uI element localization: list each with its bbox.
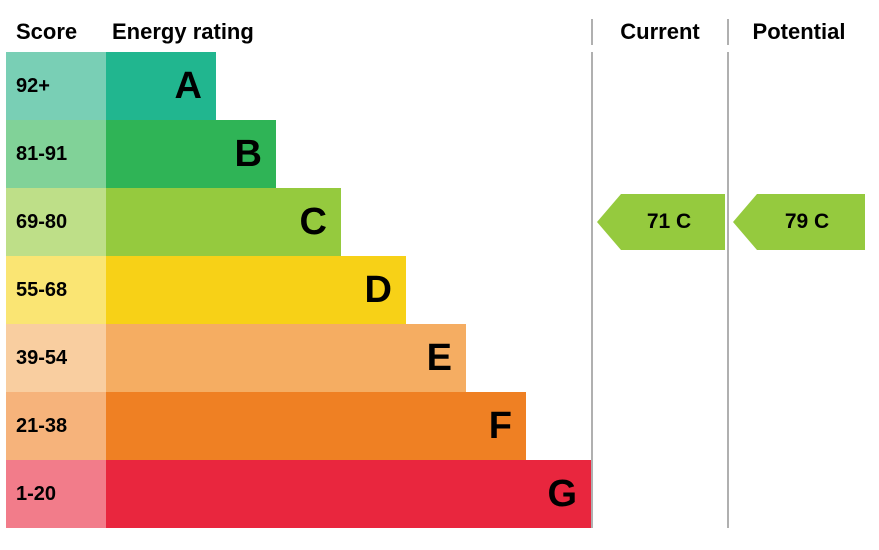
band-bar-wrap-c: C [106,188,591,256]
band-score-g: 1-20 [6,460,106,528]
band-bar-g: G [106,460,591,528]
header-row: Score Energy rating Current Potential [6,12,873,52]
band-potential-cell-f [727,392,869,460]
band-score-e: 39-54 [6,324,106,392]
band-current-cell-c: 71 C [591,188,727,256]
band-bar-wrap-e: E [106,324,591,392]
band-potential-cell-e [727,324,869,392]
band-potential-cell-g [727,460,869,528]
potential-arrow: 79 C [733,194,865,250]
band-current-cell-g [591,460,727,528]
band-current-cell-d [591,256,727,324]
band-row-c: 69-80C 71 C 79 C [6,188,873,256]
current-arrow: 71 C [597,194,725,250]
band-potential-cell-d [727,256,869,324]
bands-container: 92+A81-91B69-80C 71 C 79 C 55-68D39-54E21-3… [6,52,873,528]
band-bar-c: C [106,188,341,256]
band-score-c: 69-80 [6,188,106,256]
band-row-b: 81-91B [6,120,873,188]
header-score: Score [6,19,106,45]
band-row-g: 1-20G [6,460,873,528]
epc-chart: Score Energy rating Current Potential 92… [6,12,873,544]
band-bar-b: B [106,120,276,188]
band-row-f: 21-38F [6,392,873,460]
band-bar-wrap-a: A [106,52,591,120]
band-bar-wrap-b: B [106,120,591,188]
band-score-d: 55-68 [6,256,106,324]
band-potential-cell-b [727,120,869,188]
band-score-f: 21-38 [6,392,106,460]
band-bar-d: D [106,256,406,324]
band-bar-wrap-f: F [106,392,591,460]
band-score-a: 92+ [6,52,106,120]
band-row-e: 39-54E [6,324,873,392]
band-bar-f: F [106,392,526,460]
band-potential-cell-a [727,52,869,120]
band-bar-wrap-d: D [106,256,591,324]
band-potential-cell-c: 79 C [727,188,869,256]
band-row-a: 92+A [6,52,873,120]
band-current-cell-f [591,392,727,460]
header-potential: Potential [727,19,869,45]
band-bar-wrap-g: G [106,460,591,528]
current-arrow-label: 71 C [597,210,725,234]
band-row-d: 55-68D [6,256,873,324]
potential-arrow-label: 79 C [733,210,865,234]
band-current-cell-a [591,52,727,120]
band-current-cell-b [591,120,727,188]
band-bar-e: E [106,324,466,392]
band-bar-a: A [106,52,216,120]
header-current: Current [591,19,727,45]
header-rating: Energy rating [106,19,591,45]
band-score-b: 81-91 [6,120,106,188]
band-current-cell-e [591,324,727,392]
